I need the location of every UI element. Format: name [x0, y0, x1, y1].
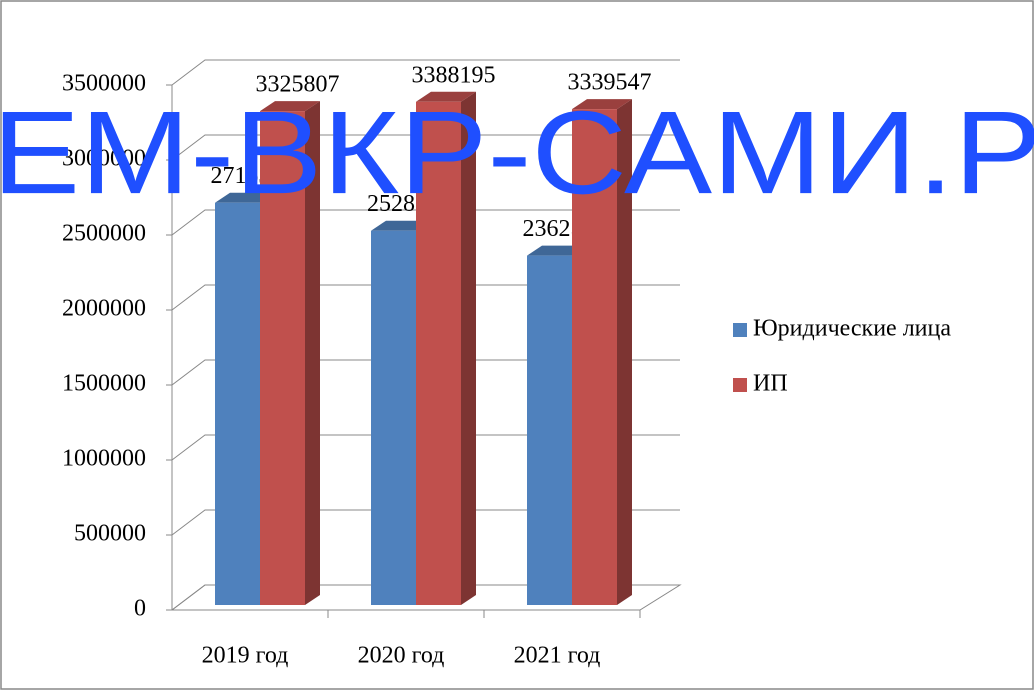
grid-line [171, 584, 680, 611]
legend-label: ИП [753, 371, 788, 397]
legend-swatch [733, 378, 747, 392]
grid-line [171, 359, 680, 386]
grid-line [171, 284, 680, 311]
bar-face [416, 101, 461, 605]
y-tick-label: 2000000 [62, 296, 146, 322]
legend-label: Юридические лица [753, 316, 951, 342]
grid-line [171, 509, 680, 536]
bar [416, 91, 476, 605]
x-tick-label: 2019 год [202, 643, 289, 669]
bar-face [416, 91, 476, 102]
bar [572, 99, 632, 606]
y-tick-label: 0 [134, 596, 146, 622]
value-label: 3339547 [568, 70, 652, 96]
grid-line [171, 134, 680, 161]
bar-face [371, 230, 416, 605]
x-tick-label: 2021 год [514, 643, 601, 669]
bar-face [527, 255, 572, 605]
bar-face [572, 99, 632, 110]
y-tick-label: 3500000 [62, 71, 146, 97]
grid-line [171, 434, 680, 461]
y-tick-label: 2500000 [62, 221, 146, 247]
y-tick-label: 1500000 [62, 371, 146, 397]
bar-face [215, 202, 260, 606]
x-tick-label: 2020 год [358, 643, 445, 669]
value-label: 3388195 [412, 62, 496, 88]
legend-swatch [733, 323, 747, 337]
bar-face [305, 101, 320, 605]
bar [260, 101, 320, 605]
y-tick-label: 500000 [74, 521, 146, 547]
watermark: ЕМ-ВКР-САМИ.Р [0, 87, 1034, 219]
bar-face [461, 91, 476, 605]
y-tick-label: 1000000 [62, 446, 146, 472]
grid-line [171, 209, 680, 236]
value-label: 3325807 [256, 72, 340, 98]
y-tick-label: 3000000 [62, 146, 146, 172]
bar-face [617, 99, 632, 606]
grid-line [171, 59, 680, 86]
bar-face [572, 109, 617, 606]
bar-face [260, 111, 305, 605]
bar-face [260, 101, 320, 112]
